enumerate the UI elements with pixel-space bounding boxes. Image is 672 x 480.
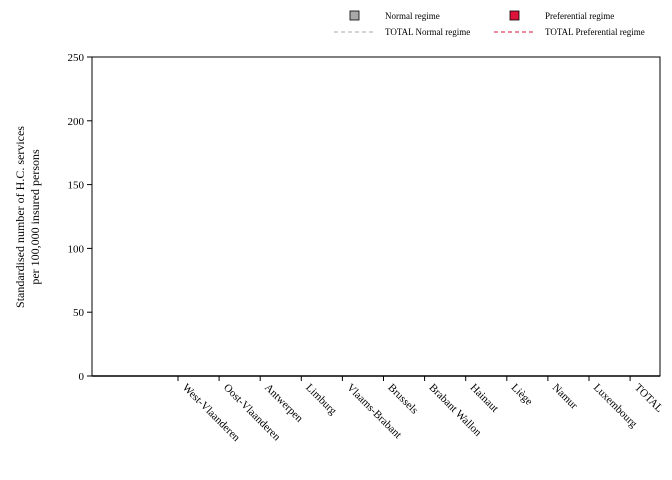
plot-frame: [91, 56, 661, 377]
legend: Normal regime Preferential regime TOTAL …: [334, 10, 645, 37]
y-tick-label: 0: [79, 371, 85, 383]
x-tick-label: TOTAL: [632, 382, 665, 415]
x-tick-label: Limburg: [303, 382, 339, 418]
y-tick-label: 100: [68, 243, 85, 255]
x-tick-label: Hainaut: [468, 382, 501, 415]
x-tick-label: Antwerpen: [262, 382, 305, 425]
legend-label-normal: Normal regime: [385, 11, 440, 21]
legend-label-preferential: Preferential regime: [545, 11, 614, 21]
y-axis-title: Standardised number of H.C. services per…: [13, 126, 42, 308]
y-tick-label: 150: [68, 180, 85, 192]
legend-swatch-preferential: [509, 10, 520, 21]
y-axis-title-line-2: per 100,000 insured persons: [28, 149, 42, 285]
axes: 050100150200250West-VlaanderenOost-Vlaan…: [68, 52, 666, 444]
y-axis-title-line-1: Standardised number of H.C. services: [13, 126, 27, 308]
legend-swatch-normal: [349, 10, 360, 21]
y-tick-label: 250: [68, 52, 85, 64]
x-tick-label: Liège: [509, 382, 535, 408]
x-tick-label: Namur: [550, 382, 580, 412]
y-tick-label: 50: [73, 307, 85, 319]
legend-label-total-normal: TOTAL Normal regime: [385, 27, 470, 37]
legend-label-total-preferential: TOTAL Preferential regime: [545, 27, 645, 37]
x-tick-label: Brussels: [385, 382, 420, 417]
y-tick-label: 200: [68, 116, 85, 128]
